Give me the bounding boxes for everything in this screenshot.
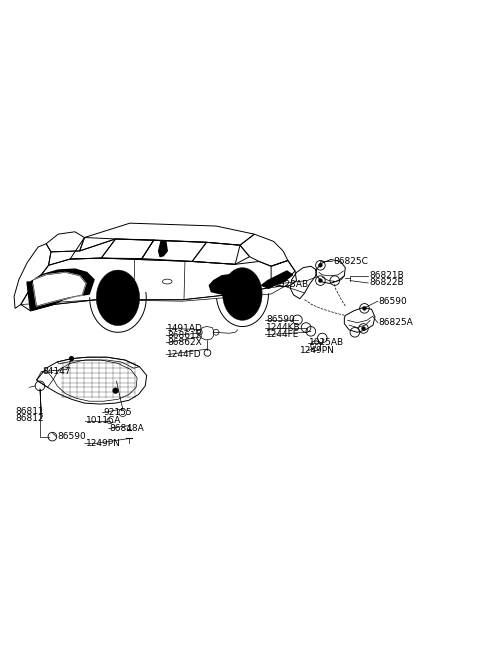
Text: 1249PN: 1249PN	[300, 346, 335, 355]
Circle shape	[70, 357, 73, 360]
Text: 86590: 86590	[379, 297, 408, 306]
Text: 86862X: 86862X	[167, 339, 202, 347]
Circle shape	[113, 388, 119, 394]
Text: 86861X: 86861X	[167, 331, 202, 340]
Text: 84147: 84147	[43, 367, 72, 376]
Text: 1244FD: 1244FD	[167, 350, 202, 360]
Text: 86811: 86811	[15, 407, 44, 416]
Text: 86825A: 86825A	[379, 318, 414, 328]
Polygon shape	[223, 268, 262, 320]
Polygon shape	[96, 270, 140, 326]
Text: 86812: 86812	[15, 414, 44, 423]
Text: 1011CA: 1011CA	[86, 417, 121, 425]
Text: 1249PN: 1249PN	[86, 439, 121, 448]
Text: 86590: 86590	[266, 315, 295, 324]
Circle shape	[319, 263, 323, 267]
Polygon shape	[158, 241, 167, 257]
Text: 86590: 86590	[57, 432, 86, 441]
Text: 86822B: 86822B	[369, 278, 404, 288]
Polygon shape	[27, 269, 94, 310]
Text: 1244FE: 1244FE	[266, 330, 300, 339]
Text: 86848A: 86848A	[110, 424, 144, 433]
Text: 1244KB: 1244KB	[266, 323, 301, 332]
Polygon shape	[209, 274, 257, 295]
Polygon shape	[262, 271, 293, 288]
Text: 1025AB: 1025AB	[310, 339, 345, 347]
Text: 92155: 92155	[104, 408, 132, 417]
Circle shape	[362, 307, 366, 310]
Circle shape	[361, 327, 365, 330]
Text: 86825C: 86825C	[333, 257, 368, 266]
Text: 1023AB: 1023AB	[274, 280, 309, 289]
Text: 1491AD: 1491AD	[167, 324, 203, 333]
Text: 86821B: 86821B	[369, 271, 404, 280]
Circle shape	[319, 278, 323, 282]
Polygon shape	[33, 272, 86, 306]
